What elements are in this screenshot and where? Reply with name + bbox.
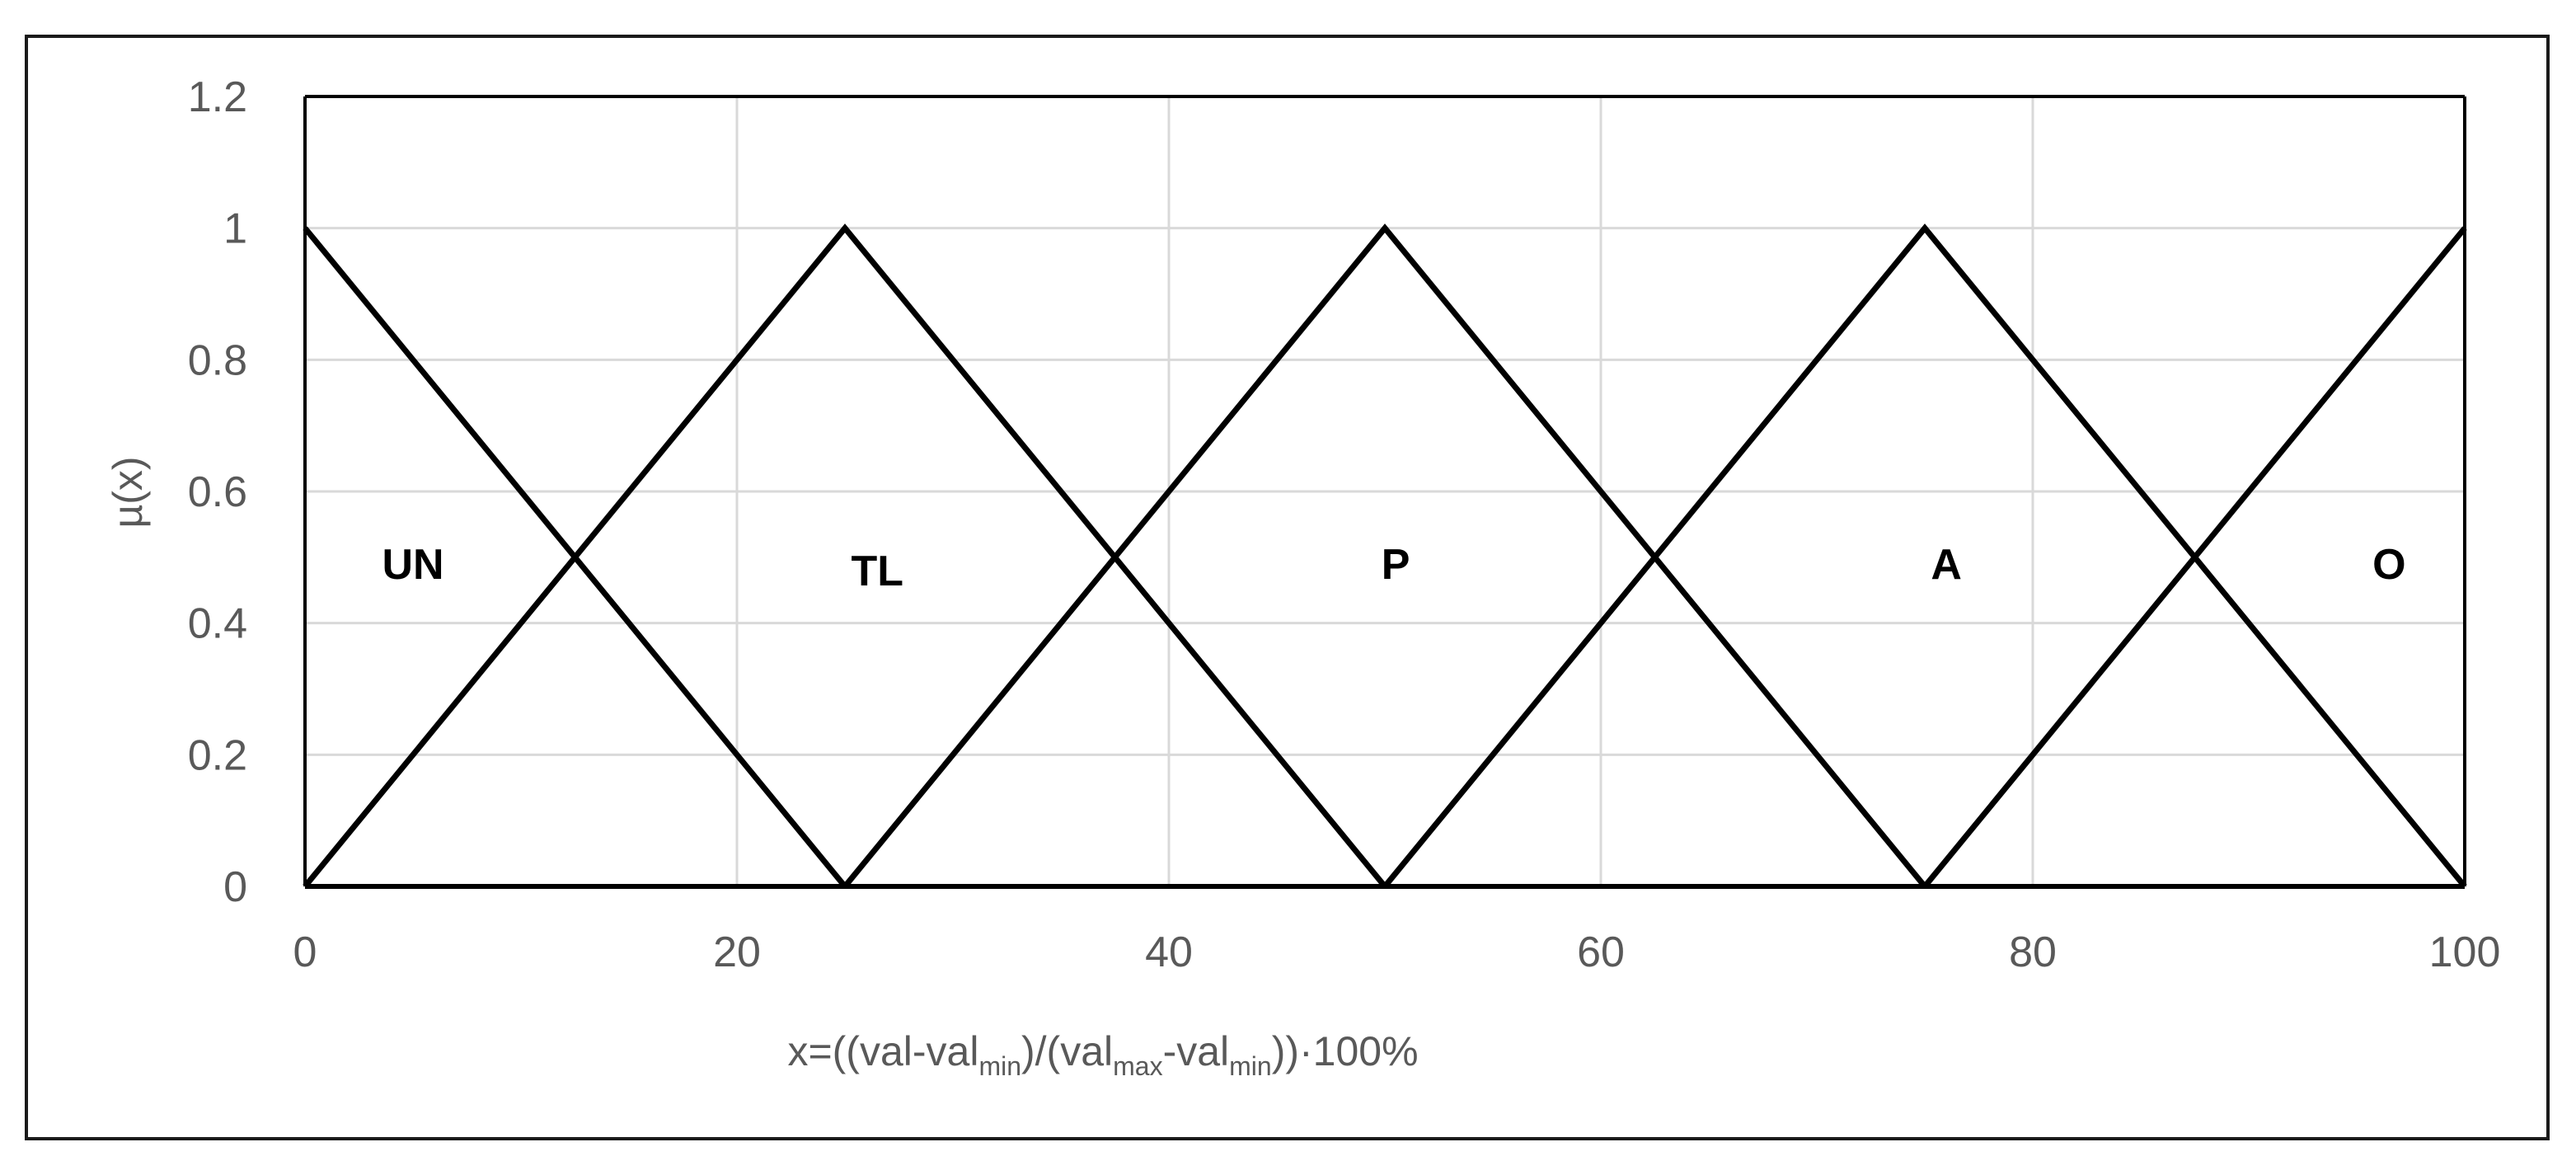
x-tick-label-2: 40 bbox=[1145, 928, 1193, 976]
membership-line-3 bbox=[1382, 223, 2467, 889]
region-label-a: A bbox=[1931, 541, 1962, 589]
x-axis-title-mid-1: )/(val bbox=[1021, 1028, 1113, 1074]
x-axis-title-prefix: x=((val-val bbox=[787, 1028, 978, 1074]
x-axis-title-suffix: ))·100% bbox=[1272, 1028, 1419, 1074]
x-tick-label-1: 20 bbox=[713, 928, 761, 976]
x-axis-title-mid-2: -val bbox=[1163, 1028, 1230, 1074]
region-labels: UN TL P A O bbox=[382, 541, 2405, 595]
x-axis-title-sub-max: max bbox=[1113, 1051, 1162, 1081]
membership-line-2 bbox=[842, 223, 1927, 889]
x-tick-label-0: 0 bbox=[293, 928, 317, 976]
x-axis-title-sub-min-2: min bbox=[1229, 1051, 1272, 1081]
y-tick-label-1: 0.2 bbox=[188, 731, 247, 779]
x-axis-title: x=((val-valmin)/(valmax-valmin))·100% bbox=[787, 1028, 1418, 1081]
region-label-un: UN bbox=[382, 541, 443, 589]
plot-border bbox=[303, 95, 2466, 889]
chart-frame bbox=[25, 35, 2550, 1140]
y-tick-label-6: 1.2 bbox=[188, 73, 247, 121]
y-tick-label-2: 0.4 bbox=[188, 600, 247, 648]
region-label-o: O bbox=[2372, 541, 2405, 589]
x-axis-title-sub-min-1: min bbox=[978, 1051, 1021, 1081]
x-tick-labels: 0 20 40 60 80 100 bbox=[293, 928, 2501, 976]
x-tick-label-5: 100 bbox=[2429, 928, 2501, 976]
x-tick-label-4: 80 bbox=[2009, 928, 2057, 976]
y-tick-label-3: 0.6 bbox=[188, 468, 247, 516]
region-label-tl: TL bbox=[852, 548, 904, 595]
y-tick-label-5: 1 bbox=[223, 205, 247, 253]
y-tick-label-4: 0.8 bbox=[188, 336, 247, 384]
y-tick-label-0: 0 bbox=[223, 863, 247, 911]
x-tick-label-3: 60 bbox=[1577, 928, 1625, 976]
series-lines bbox=[303, 223, 2467, 889]
y-tick-labels: 0 0.2 0.4 0.6 0.8 1 1.2 bbox=[188, 73, 247, 911]
region-label-p: P bbox=[1382, 541, 1410, 589]
membership-line-1 bbox=[303, 223, 1387, 889]
y-axis-title: µ(x) bbox=[105, 456, 151, 528]
membership-line-4 bbox=[1922, 226, 2467, 889]
